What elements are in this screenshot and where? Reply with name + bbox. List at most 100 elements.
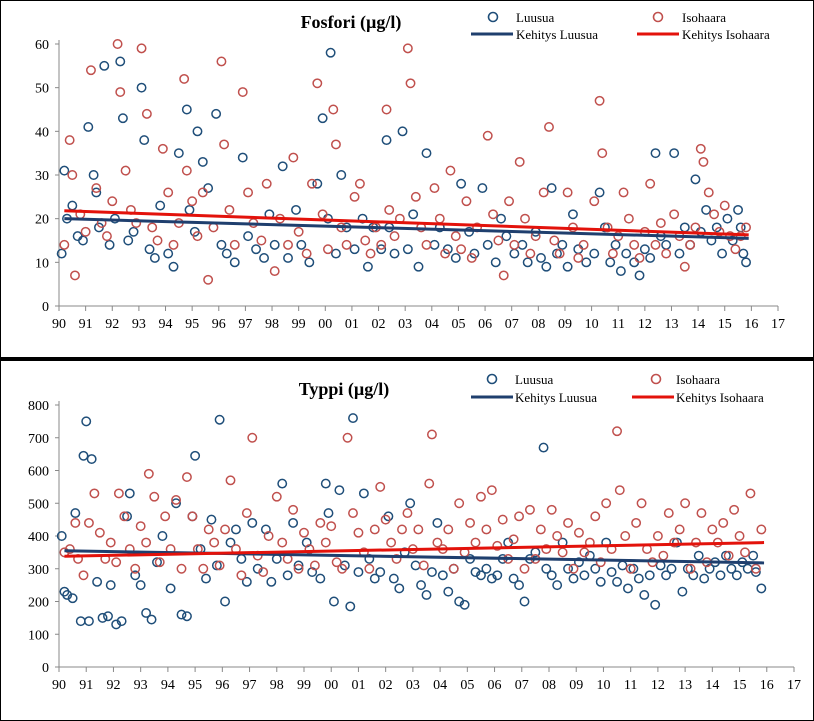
- data-point-isohaara: [348, 508, 358, 519]
- data-point-luusua: [165, 583, 176, 594]
- data-point-isohaara: [418, 560, 429, 571]
- data-point-luusua: [701, 204, 712, 215]
- data-point-isohaara: [112, 39, 123, 49]
- data-point-luusua: [259, 253, 269, 263]
- data-point-luusua: [99, 60, 110, 71]
- legend-marker-luusua: [486, 373, 498, 385]
- data-point-isohaara: [91, 183, 102, 194]
- data-point-isohaara: [203, 274, 214, 285]
- data-point-luusua: [633, 573, 644, 584]
- data-point-luusua: [283, 253, 293, 263]
- data-point-isohaara: [80, 226, 91, 237]
- data-point-isohaara: [445, 165, 456, 176]
- data-point-luusua: [437, 570, 448, 581]
- data-point-luusua: [236, 553, 247, 564]
- data-point-luusua: [722, 213, 733, 224]
- data-point-isohaara: [625, 563, 636, 574]
- y-tick-label: 20: [35, 213, 49, 228]
- data-point-isohaara: [312, 78, 323, 89]
- data-point-luusua: [128, 226, 139, 237]
- data-point-isohaara: [718, 517, 729, 528]
- chart-panel-fosfori: Fosfori (µg/l) Luusua Isohaara Kehitys L…: [0, 0, 814, 361]
- data-point-luusua: [211, 560, 222, 571]
- data-point-isohaara: [493, 235, 504, 246]
- y-tick-label: 10: [35, 256, 49, 271]
- legend-label-kehitys-luusua: Kehitys Luusua: [516, 27, 598, 42]
- data-point-isohaara: [384, 204, 395, 215]
- x-tick-label: 08: [531, 317, 545, 332]
- data-point-luusua: [70, 508, 81, 519]
- data-point-isohaara: [391, 553, 402, 564]
- data-point-isohaara: [695, 143, 706, 154]
- data-point-luusua: [573, 557, 584, 568]
- data-point-luusua: [229, 257, 240, 268]
- data-point-isohaara: [197, 187, 208, 198]
- x-tick-label: 90: [52, 678, 66, 693]
- data-point-isohaara: [524, 504, 535, 515]
- data-point-luusua: [78, 235, 88, 246]
- data-point-luusua: [141, 608, 152, 618]
- data-point-isohaara: [120, 165, 131, 176]
- data-point-isohaara: [176, 563, 187, 574]
- data-point-luusua: [645, 253, 656, 263]
- data-point-isohaara: [514, 511, 525, 522]
- x-tick-label: 98: [265, 317, 279, 332]
- x-tick-label: 96: [212, 317, 226, 332]
- data-point-luusua: [677, 586, 688, 597]
- data-point-isohaara: [525, 248, 536, 259]
- data-point-luusua: [163, 248, 174, 259]
- data-point-isohaara: [203, 524, 214, 535]
- data-point-isohaara: [181, 165, 192, 176]
- data-point-isohaara: [365, 248, 376, 259]
- x-tick-label: 17: [771, 317, 785, 332]
- chart-title: Typpi (µg/l): [299, 379, 390, 400]
- data-point-isohaara: [283, 239, 293, 250]
- data-point-isohaara: [413, 524, 424, 535]
- legend-label-kehitys-isohaara: Kehitys Isohaara: [676, 390, 764, 405]
- data-point-isohaara: [707, 524, 718, 535]
- data-point-luusua: [362, 261, 373, 272]
- data-point-luusua: [432, 517, 443, 528]
- data-point-isohaara: [573, 527, 584, 538]
- data-point-luusua: [397, 126, 408, 137]
- data-point-luusua: [522, 257, 533, 268]
- data-point-luusua: [581, 257, 592, 268]
- data-point-luusua: [214, 414, 225, 425]
- data-point-luusua: [241, 576, 252, 587]
- data-point-isohaara: [64, 135, 75, 146]
- data-point-luusua: [146, 614, 157, 625]
- x-tick-label: 15: [718, 317, 732, 332]
- legend-label-kehitys-isohaara: Kehitys Isohaara: [682, 27, 770, 42]
- data-point-isohaara: [143, 468, 154, 479]
- data-point-luusua: [83, 122, 94, 132]
- y-tick-label: 700: [28, 432, 49, 447]
- x-tick-label: 03: [398, 317, 412, 332]
- data-point-luusua: [394, 583, 405, 594]
- x-tick-label: 92: [105, 317, 119, 332]
- data-point-isohaara: [669, 537, 680, 548]
- x-tick-label: 05: [460, 678, 474, 693]
- data-point-luusua: [509, 248, 520, 259]
- trend-line-kehitys-luusua: [64, 217, 749, 240]
- data-point-isohaara: [141, 537, 152, 548]
- data-point-isohaara: [730, 244, 741, 255]
- data-point-luusua: [315, 573, 326, 584]
- data-point-isohaara: [187, 511, 198, 522]
- data-point-luusua: [717, 248, 728, 259]
- data-point-isohaara: [115, 87, 126, 97]
- data-point-isohaara: [650, 239, 661, 250]
- data-point-luusua: [595, 576, 606, 587]
- data-point-isohaara: [293, 563, 304, 574]
- x-tick-label: 02: [379, 678, 393, 693]
- data-point-luusua: [470, 567, 481, 577]
- data-point-isohaara: [703, 187, 714, 198]
- data-point-isohaara: [645, 178, 656, 189]
- data-point-luusua: [104, 239, 115, 250]
- data-point-luusua: [594, 187, 605, 198]
- data-point-isohaara: [590, 511, 601, 522]
- data-point-luusua: [720, 550, 731, 561]
- data-point-isohaara: [741, 222, 751, 233]
- data-point-isohaara: [330, 139, 341, 150]
- data-point-isohaara: [168, 239, 179, 250]
- data-point-isohaara: [402, 508, 413, 519]
